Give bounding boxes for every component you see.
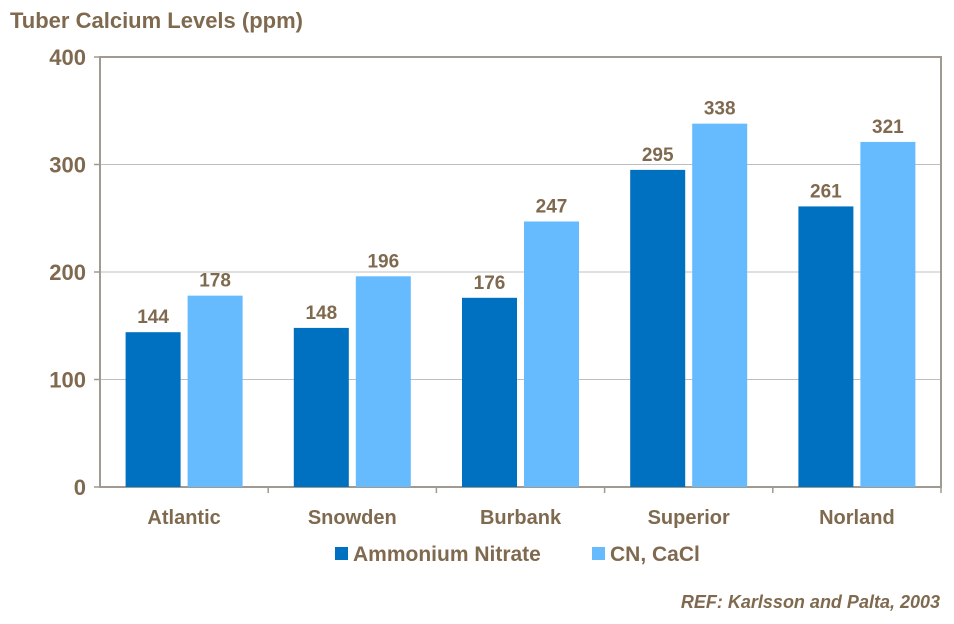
bar-ammonium-nitrate bbox=[462, 297, 517, 487]
x-tick-label: Snowden bbox=[308, 507, 397, 529]
y-tick-label: 0 bbox=[74, 475, 86, 500]
legend-swatch bbox=[592, 547, 605, 560]
bar-cn-cacl bbox=[355, 276, 411, 487]
bar-ammonium-nitrate bbox=[293, 327, 349, 487]
data-label: 247 bbox=[536, 196, 568, 217]
bar-cn-cacl bbox=[187, 295, 243, 487]
y-tick-label: 400 bbox=[49, 45, 86, 70]
bar-ammonium-nitrate bbox=[630, 169, 686, 487]
bar-cn-cacl bbox=[524, 221, 579, 487]
x-tick-label: Norland bbox=[819, 507, 895, 529]
reference-note: REF: Karlsson and Palta, 2003 bbox=[680, 592, 940, 612]
x-tick-label: Superior bbox=[648, 507, 730, 529]
data-label: 196 bbox=[367, 251, 399, 272]
x-tick-label: Burbank bbox=[480, 507, 562, 529]
data-label: 178 bbox=[199, 271, 231, 292]
data-label: 144 bbox=[137, 307, 169, 328]
data-label: 321 bbox=[872, 117, 904, 138]
y-tick-label: 100 bbox=[49, 368, 86, 393]
data-label: 295 bbox=[642, 145, 674, 166]
bar-ammonium-nitrate bbox=[798, 206, 854, 488]
bar-ammonium-nitrate bbox=[125, 332, 181, 487]
y-tick-label: 200 bbox=[49, 260, 86, 285]
chart-title: Tuber Calcium Levels (ppm) bbox=[10, 8, 303, 33]
data-label: 148 bbox=[305, 303, 337, 324]
data-label: 261 bbox=[810, 181, 842, 202]
x-tick-label: Atlantic bbox=[147, 507, 220, 529]
bar-cn-cacl bbox=[692, 123, 748, 488]
legend-label: Ammonium Nitrate bbox=[353, 543, 541, 566]
bar-cn-cacl bbox=[860, 141, 916, 488]
legend-label: CN, CaCl bbox=[610, 543, 700, 566]
legend-swatch bbox=[335, 547, 348, 560]
data-label: 338 bbox=[704, 99, 736, 120]
y-tick-label: 300 bbox=[49, 153, 86, 178]
data-label: 176 bbox=[474, 273, 506, 294]
plot-border bbox=[99, 56, 942, 488]
